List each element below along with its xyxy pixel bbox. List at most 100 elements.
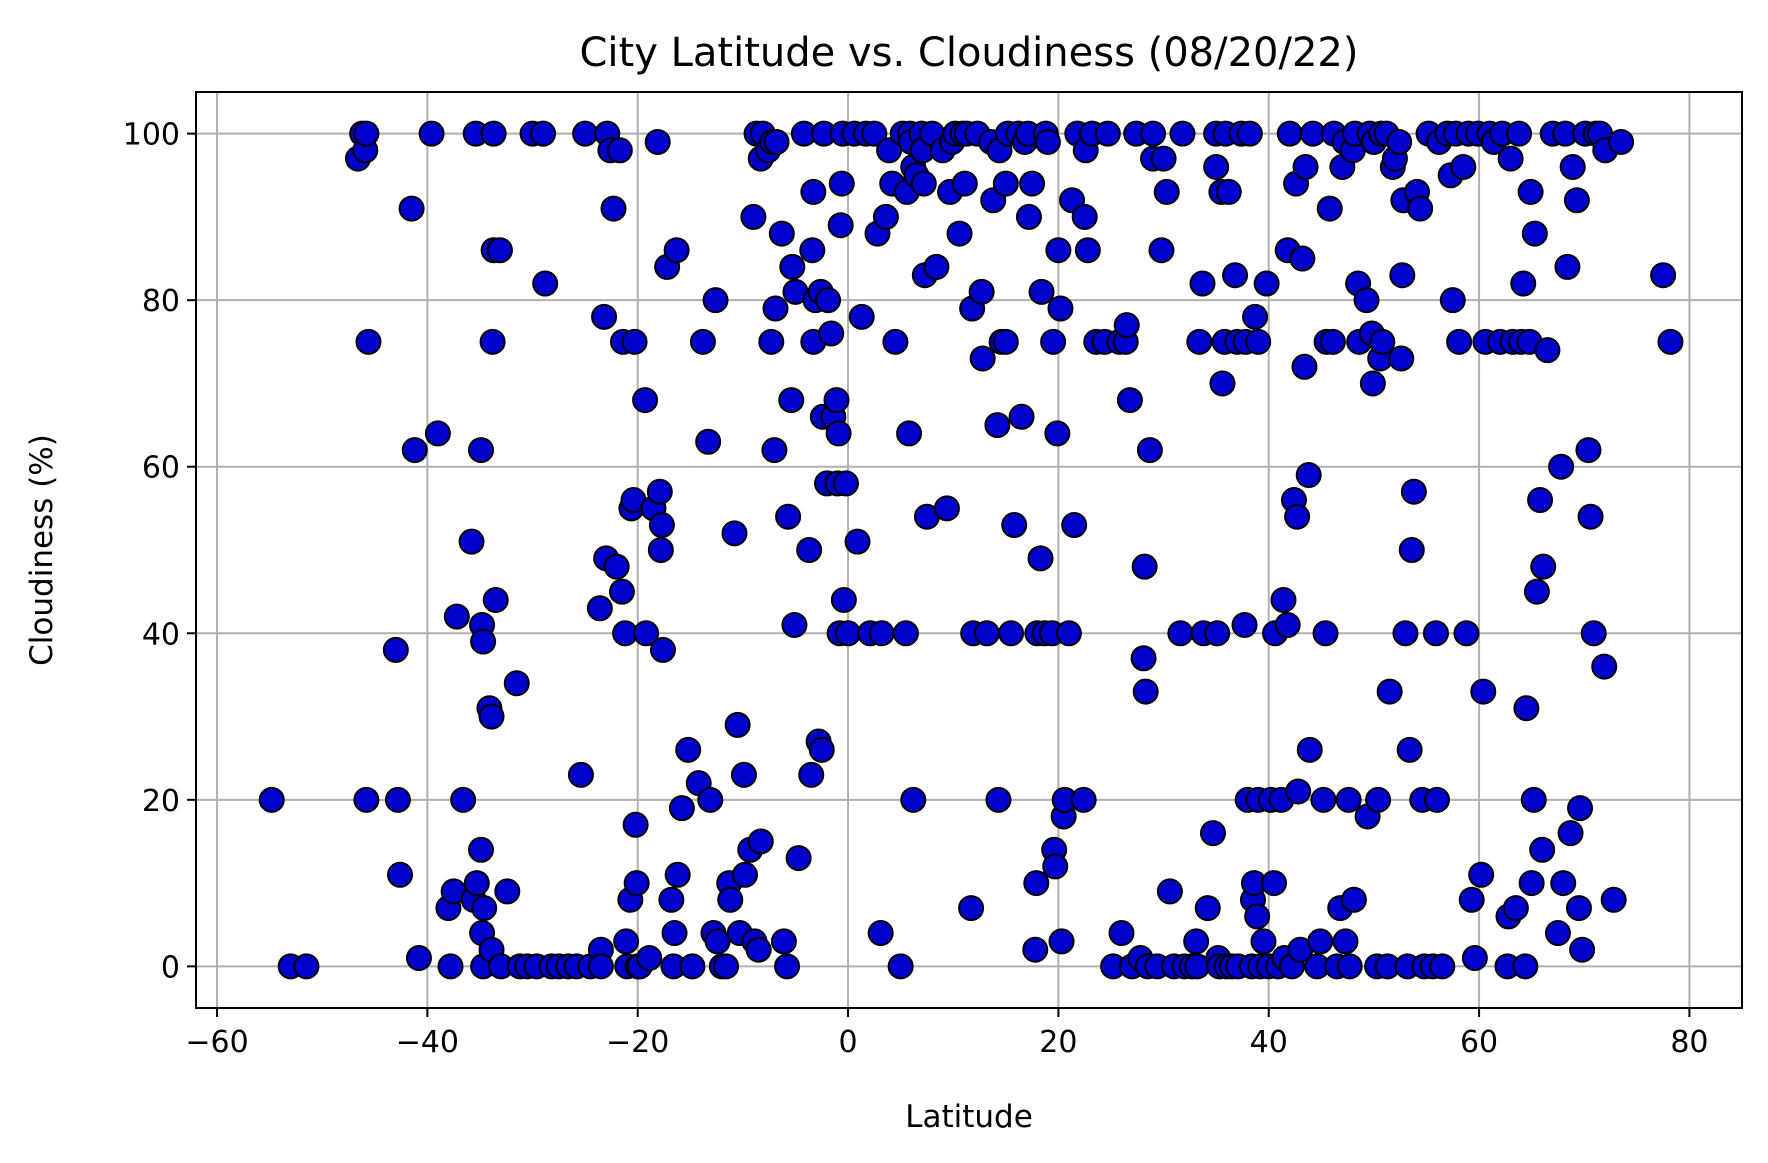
data-point — [1359, 370, 1386, 397]
data-point — [1070, 786, 1097, 813]
data-point — [1189, 270, 1216, 297]
data-point — [775, 503, 802, 530]
data-point — [1429, 953, 1456, 980]
data-point — [458, 528, 485, 555]
data-point — [1332, 928, 1359, 955]
data-point — [1396, 736, 1423, 763]
data-point — [1567, 795, 1594, 822]
data-point — [1167, 620, 1194, 647]
data-point — [951, 170, 978, 197]
data-point — [1153, 178, 1180, 205]
data-point — [1497, 145, 1524, 172]
y-tick-label: 60 — [142, 451, 180, 486]
data-point — [1019, 170, 1046, 197]
data-point — [1001, 512, 1028, 539]
data-point — [717, 886, 744, 913]
data-point — [608, 578, 635, 605]
y-tick-label: 80 — [142, 284, 180, 319]
data-point — [761, 437, 788, 464]
data-point — [689, 328, 716, 355]
data-point — [1559, 153, 1586, 180]
data-point — [768, 220, 795, 247]
data-point — [1365, 786, 1392, 813]
data-point — [661, 920, 688, 947]
data-point — [1285, 778, 1312, 805]
data-point — [1199, 820, 1226, 847]
data-point — [835, 620, 862, 647]
data-point — [1389, 262, 1416, 289]
data-point — [1388, 345, 1415, 372]
data-point — [1047, 295, 1074, 322]
data-point — [463, 870, 490, 897]
data-point — [1608, 128, 1635, 155]
data-point — [770, 928, 797, 955]
data-point — [1453, 620, 1480, 647]
data-point — [1557, 820, 1584, 847]
data-point — [1506, 120, 1533, 147]
data-point — [1439, 287, 1466, 314]
data-point — [1289, 245, 1316, 272]
data-point — [848, 303, 875, 330]
data-point — [1022, 936, 1049, 963]
data-point — [730, 761, 757, 788]
data-point — [1376, 678, 1403, 705]
data-point — [1295, 462, 1322, 489]
data-point — [1008, 403, 1035, 430]
data-point — [1407, 195, 1434, 222]
data-point — [828, 170, 855, 197]
data-point — [1169, 120, 1196, 147]
data-point — [1132, 678, 1159, 705]
data-point — [587, 953, 614, 980]
data-point — [1055, 620, 1082, 647]
data-point — [418, 120, 445, 147]
data-point — [647, 537, 674, 563]
data-point — [482, 586, 509, 613]
data-point — [1204, 620, 1231, 647]
data-point — [1209, 370, 1236, 397]
data-point — [1335, 786, 1362, 813]
data-point — [1591, 653, 1618, 680]
data-point — [779, 253, 806, 280]
data-point — [868, 620, 895, 647]
data-point — [1529, 836, 1556, 863]
y-axis-ticks: 0 20 40 60 80 100 — [123, 118, 196, 985]
data-point — [382, 636, 409, 663]
data-point — [1527, 487, 1554, 514]
y-axis-label: Cloudiness (%) — [24, 434, 60, 666]
data-point — [1023, 870, 1050, 897]
data-points — [258, 120, 1684, 980]
data-point — [1650, 262, 1677, 289]
data-point — [984, 412, 1011, 439]
data-point — [762, 295, 789, 322]
data-point — [437, 953, 464, 980]
data-point — [480, 120, 507, 147]
data-point — [1061, 512, 1088, 539]
data-point — [1015, 203, 1042, 230]
data-point — [644, 128, 671, 155]
data-point — [1245, 328, 1272, 355]
data-point — [1108, 920, 1135, 947]
data-point — [832, 470, 859, 497]
data-point — [1400, 478, 1427, 505]
data-point — [892, 620, 919, 647]
data-point — [1392, 620, 1419, 647]
data-point — [1554, 253, 1581, 280]
data-point — [827, 212, 854, 239]
data-point — [353, 120, 380, 147]
data-point — [946, 220, 973, 247]
data-point — [258, 786, 285, 813]
data-point — [1270, 586, 1297, 613]
data-point — [992, 328, 1019, 355]
data-point — [1250, 928, 1277, 955]
data-point — [808, 736, 835, 763]
data-point — [468, 836, 495, 863]
y-tick-label: 20 — [142, 784, 180, 819]
data-point — [1470, 678, 1497, 705]
data-point — [1316, 195, 1343, 222]
data-point — [443, 603, 470, 630]
x-tick-label: −40 — [396, 1025, 459, 1060]
data-point — [606, 137, 633, 164]
data-point — [876, 137, 903, 164]
data-point — [675, 736, 702, 763]
data-point — [1450, 153, 1477, 180]
